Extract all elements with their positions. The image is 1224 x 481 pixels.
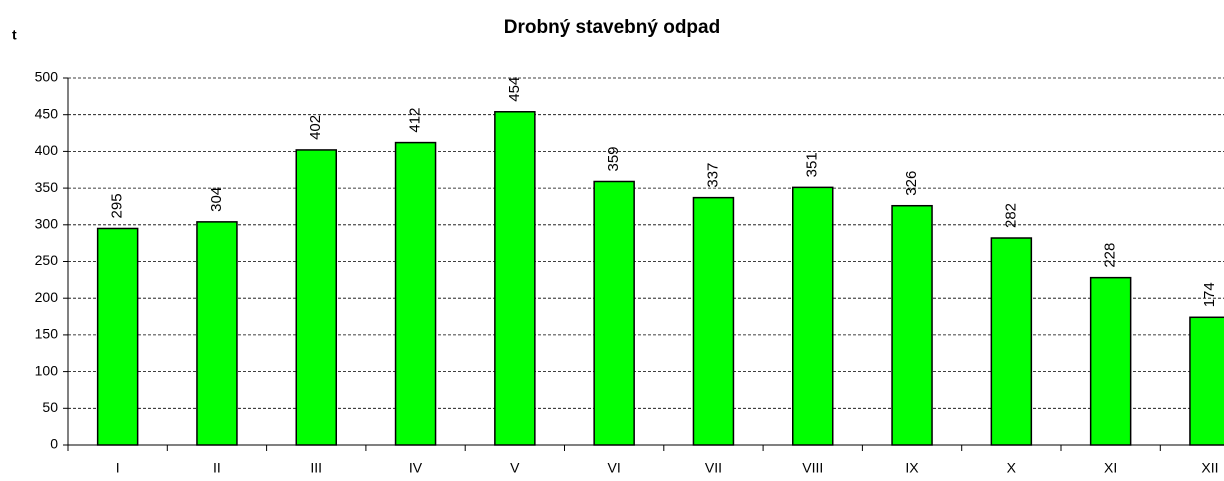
- bar: [1189, 316, 1224, 446]
- value-label: 337: [704, 163, 721, 188]
- value-label: 326: [903, 171, 920, 196]
- y-tick-label: 0: [50, 436, 58, 452]
- x-tick-label: II: [213, 460, 221, 476]
- bar: [295, 149, 337, 446]
- bar: [692, 196, 735, 446]
- x-tick-label: VI: [608, 460, 621, 476]
- value-label: 228: [1102, 243, 1119, 268]
- bar: [1089, 276, 1132, 446]
- bar: [96, 227, 139, 446]
- x-tick-label: IX: [905, 460, 919, 476]
- value-label: 295: [109, 193, 126, 218]
- x-tick-label: VII: [705, 460, 722, 476]
- y-tick-label: 150: [35, 326, 59, 342]
- x-tick-label: IV: [409, 460, 423, 476]
- bar: [394, 141, 437, 446]
- x-tick-label: X: [1007, 460, 1017, 476]
- value-label: 454: [506, 77, 523, 102]
- value-label: 351: [804, 152, 821, 177]
- y-tick-label: 500: [35, 69, 59, 85]
- y-tick-label: 50: [42, 399, 58, 415]
- value-label: 402: [307, 115, 324, 140]
- chart-title: Drobný stavebný odpad: [504, 17, 720, 38]
- y-tick-label: 450: [35, 105, 59, 121]
- bar: [891, 204, 933, 446]
- x-tick-label: V: [510, 460, 520, 476]
- x-tick-label: XI: [1104, 460, 1117, 476]
- value-label: 174: [1201, 282, 1218, 307]
- y-tick-label: 200: [35, 289, 59, 305]
- x-tick-label: III: [310, 460, 322, 476]
- bar: [792, 186, 834, 446]
- bar: [196, 221, 238, 446]
- x-tick-label: XII: [1201, 460, 1218, 476]
- bar: [593, 180, 635, 446]
- value-label: 412: [407, 108, 424, 133]
- y-tick-label: 250: [35, 252, 59, 268]
- x-tick-label: I: [116, 460, 120, 476]
- value-label: 359: [605, 146, 622, 171]
- value-label: 282: [1002, 203, 1019, 228]
- bar: [990, 237, 1033, 446]
- y-tick-label: 350: [35, 179, 59, 195]
- y-tick-label: 400: [35, 142, 59, 158]
- y-tick-label: 100: [35, 362, 59, 378]
- y-axis-label: t: [12, 27, 17, 43]
- y-tick-label: 300: [35, 216, 59, 232]
- value-label: 304: [208, 187, 225, 212]
- bar: [494, 111, 536, 446]
- x-tick-label: VIII: [802, 460, 823, 476]
